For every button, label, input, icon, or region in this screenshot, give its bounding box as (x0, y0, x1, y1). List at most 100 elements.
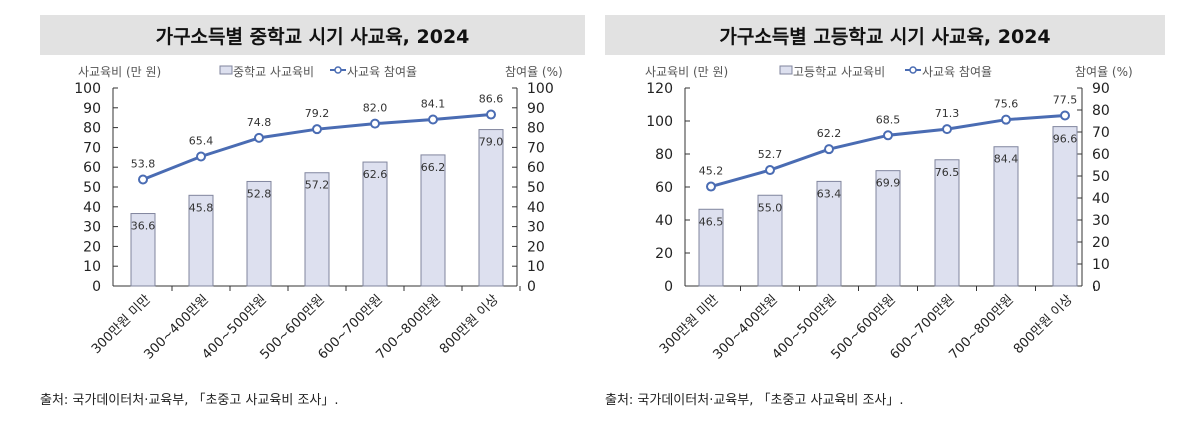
left-tick-label: 80 (655, 147, 673, 163)
right-tick-label: 10 (1092, 257, 1110, 273)
right-tick-label: 80 (1092, 103, 1110, 119)
line-point (196, 151, 206, 162)
left-tick-label: 80 (83, 121, 101, 137)
bar (1052, 126, 1078, 287)
right-tick-label: 20 (1092, 235, 1110, 251)
right-tick-label: 70 (1092, 125, 1110, 141)
line-point (138, 174, 148, 185)
bar (246, 180, 272, 287)
line-value-label: 68.5 (876, 113, 901, 126)
line-point (706, 181, 716, 192)
bar-value-label: 36.6 (131, 220, 156, 233)
bar-value-label: 46.5 (699, 215, 724, 228)
right-tick-label: 40 (527, 200, 545, 216)
legend-line-label: 사교육 참여율 (347, 65, 417, 79)
line-value-label: 86.6 (479, 93, 504, 106)
chart-title-middle-school: 가구소득별 중학교 시기 사교육, 2024 (40, 15, 585, 55)
bar (816, 180, 842, 287)
left-tick-label: 50 (83, 180, 101, 196)
legend-line-marker (334, 66, 342, 74)
bar-value-label: 45.8 (189, 201, 214, 214)
line-value-label: 77.5 (1053, 94, 1078, 107)
legend-bar-label: 고등학교 사교육비 (793, 65, 885, 79)
line-point (312, 124, 322, 135)
left-tick-label: 40 (655, 213, 673, 229)
line-value-label: 53.8 (131, 157, 156, 170)
x-tick-label: 300만원 미만 (89, 292, 154, 357)
bar-value-label: 52.8 (247, 187, 272, 200)
left-tick-label: 0 (664, 279, 673, 295)
bar-value-label: 57.2 (305, 179, 330, 192)
left-tick-label: 60 (655, 180, 673, 196)
bar (188, 194, 214, 287)
right-tick-label: 0 (527, 279, 536, 295)
right-tick-label: 0 (1092, 279, 1101, 295)
left-tick-label: 30 (83, 220, 101, 236)
left-tick-label: 100 (74, 81, 101, 97)
bar (420, 154, 446, 287)
line-value-label: 45.2 (699, 165, 724, 178)
line-value-label: 62.2 (817, 127, 842, 140)
legend-bar-label: 중학교 사교육비 (233, 65, 314, 79)
legend-line-marker (909, 66, 917, 74)
bar (362, 161, 388, 287)
x-tick-label: 800만원 이상 (1011, 292, 1076, 357)
right-tick-label: 70 (527, 140, 545, 156)
x-tick-label: 800만원 이상 (437, 292, 502, 357)
line-point (1001, 114, 1011, 125)
right-tick-label: 50 (527, 180, 545, 196)
right-tick-label: 10 (527, 259, 545, 275)
bar (304, 172, 330, 287)
bar-value-label: 84.4 (994, 153, 1019, 166)
line-point (1060, 110, 1070, 121)
line-value-label: 84.1 (421, 97, 446, 110)
right-tick-label: 100 (527, 81, 554, 97)
right-tick-label: 90 (1092, 81, 1110, 97)
left-tick-label: 20 (83, 239, 101, 255)
bar (478, 129, 504, 287)
right-tick-label: 60 (527, 160, 545, 176)
line-value-label: 74.8 (247, 116, 272, 129)
line-point (883, 130, 893, 141)
bar (875, 170, 901, 287)
legend-bar-swatch (219, 65, 233, 75)
bar-value-label: 69.9 (876, 177, 901, 190)
left-tick-label: 100 (646, 114, 673, 130)
right-axis-title: 참여율 (%) (505, 65, 563, 79)
line-point (824, 144, 834, 155)
line-value-label: 71.3 (935, 107, 960, 120)
line-point (428, 114, 438, 125)
bar-value-label: 55.0 (758, 201, 783, 214)
line-point (370, 118, 380, 129)
left-tick-label: 10 (83, 259, 101, 275)
right-tick-label: 30 (1092, 213, 1110, 229)
source-note-high: 출처: 국가데이터처·교육부, 「초중고 사교육비 조사」. (605, 393, 904, 408)
right-tick-label: 60 (1092, 147, 1110, 163)
bar-value-label: 79.0 (479, 136, 504, 149)
bar-value-label: 66.2 (421, 161, 446, 174)
line-point (486, 109, 496, 120)
x-tick-label: 300만원 미만 (657, 292, 722, 357)
bar (130, 213, 156, 287)
bar (757, 194, 783, 287)
left-tick-label: 70 (83, 140, 101, 156)
right-axis-title: 참여율 (%) (1075, 65, 1133, 79)
right-tick-label: 50 (1092, 169, 1110, 185)
line-value-label: 65.4 (189, 135, 214, 148)
left-tick-label: 40 (83, 200, 101, 216)
left-tick-label: 20 (655, 246, 673, 262)
left-axis-title: 사교육비 (만 원) (645, 65, 728, 79)
left-tick-label: 0 (92, 279, 101, 295)
bar-value-label: 62.6 (363, 168, 388, 181)
legend-bar-swatch (779, 65, 793, 75)
line-value-label: 75.6 (994, 98, 1019, 111)
line-point (254, 132, 264, 143)
line-value-label: 52.7 (758, 148, 783, 161)
right-tick-label: 20 (527, 239, 545, 255)
legend-line-label: 사교육 참여율 (922, 65, 992, 79)
bar-value-label: 76.5 (935, 166, 960, 179)
line-value-label: 82.0 (363, 102, 388, 115)
bar (993, 146, 1019, 287)
chart-title-high-school: 가구소득별 고등학교 시기 사교육, 2024 (605, 15, 1165, 55)
